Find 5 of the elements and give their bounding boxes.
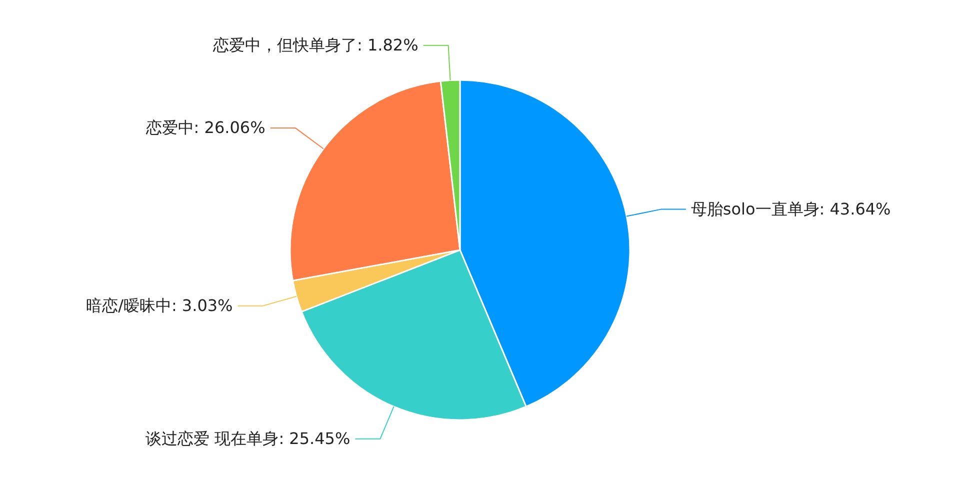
slice-label: 暗恋/暧昧中: 3.03% [86, 296, 233, 315]
slice-label: 谈过恋爱 现在单身: 25.45% [146, 428, 350, 448]
slice-label: 恋爱中，但快单身了: 1.82% [212, 35, 418, 54]
slice-label: 母胎solo一直单身: 43.64% [690, 199, 891, 218]
slice-label: 恋爱中: 26.06% [144, 118, 266, 137]
